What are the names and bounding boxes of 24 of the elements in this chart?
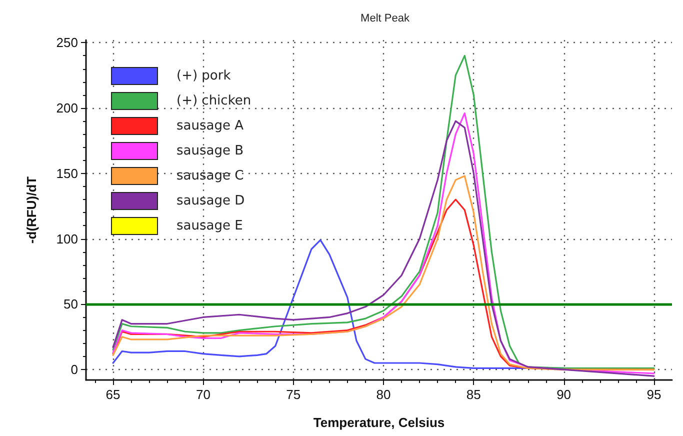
legend-label: sausage C — [176, 168, 244, 184]
x-tick-label: 85 — [466, 387, 481, 402]
x-tick-label: 90 — [556, 387, 572, 402]
legend-label: (+) chicken — [176, 94, 252, 108]
y-tick-label: 50 — [64, 296, 78, 312]
x-tick-label: 75 — [286, 387, 301, 402]
y-tick-label: 250 — [56, 35, 78, 50]
x-tick-label: 95 — [646, 387, 662, 402]
y-tick-label: 150 — [56, 166, 78, 181]
legend-label: sausage D — [176, 194, 245, 208]
chart-title: Melt Peak — [360, 12, 410, 24]
y-axis-title: -d(RFU)/dT — [24, 176, 39, 244]
legend-label: sausage E — [176, 218, 243, 234]
y-tick-label: 0 — [70, 362, 78, 378]
y-tick-label: 100 — [56, 231, 78, 246]
legend-label: sausage A — [176, 118, 244, 134]
x-tick-label: 80 — [376, 387, 391, 402]
y-tick-label: 200 — [56, 100, 78, 116]
legend-label: (+) pork — [176, 68, 232, 84]
x-tick-label: 65 — [106, 387, 120, 402]
legend-label: sausage B — [176, 144, 244, 158]
line-series — [112, 54, 655, 370]
x-axis-title: Temperature, Celsius — [313, 415, 445, 430]
x-tick-label: 70 — [196, 387, 210, 402]
